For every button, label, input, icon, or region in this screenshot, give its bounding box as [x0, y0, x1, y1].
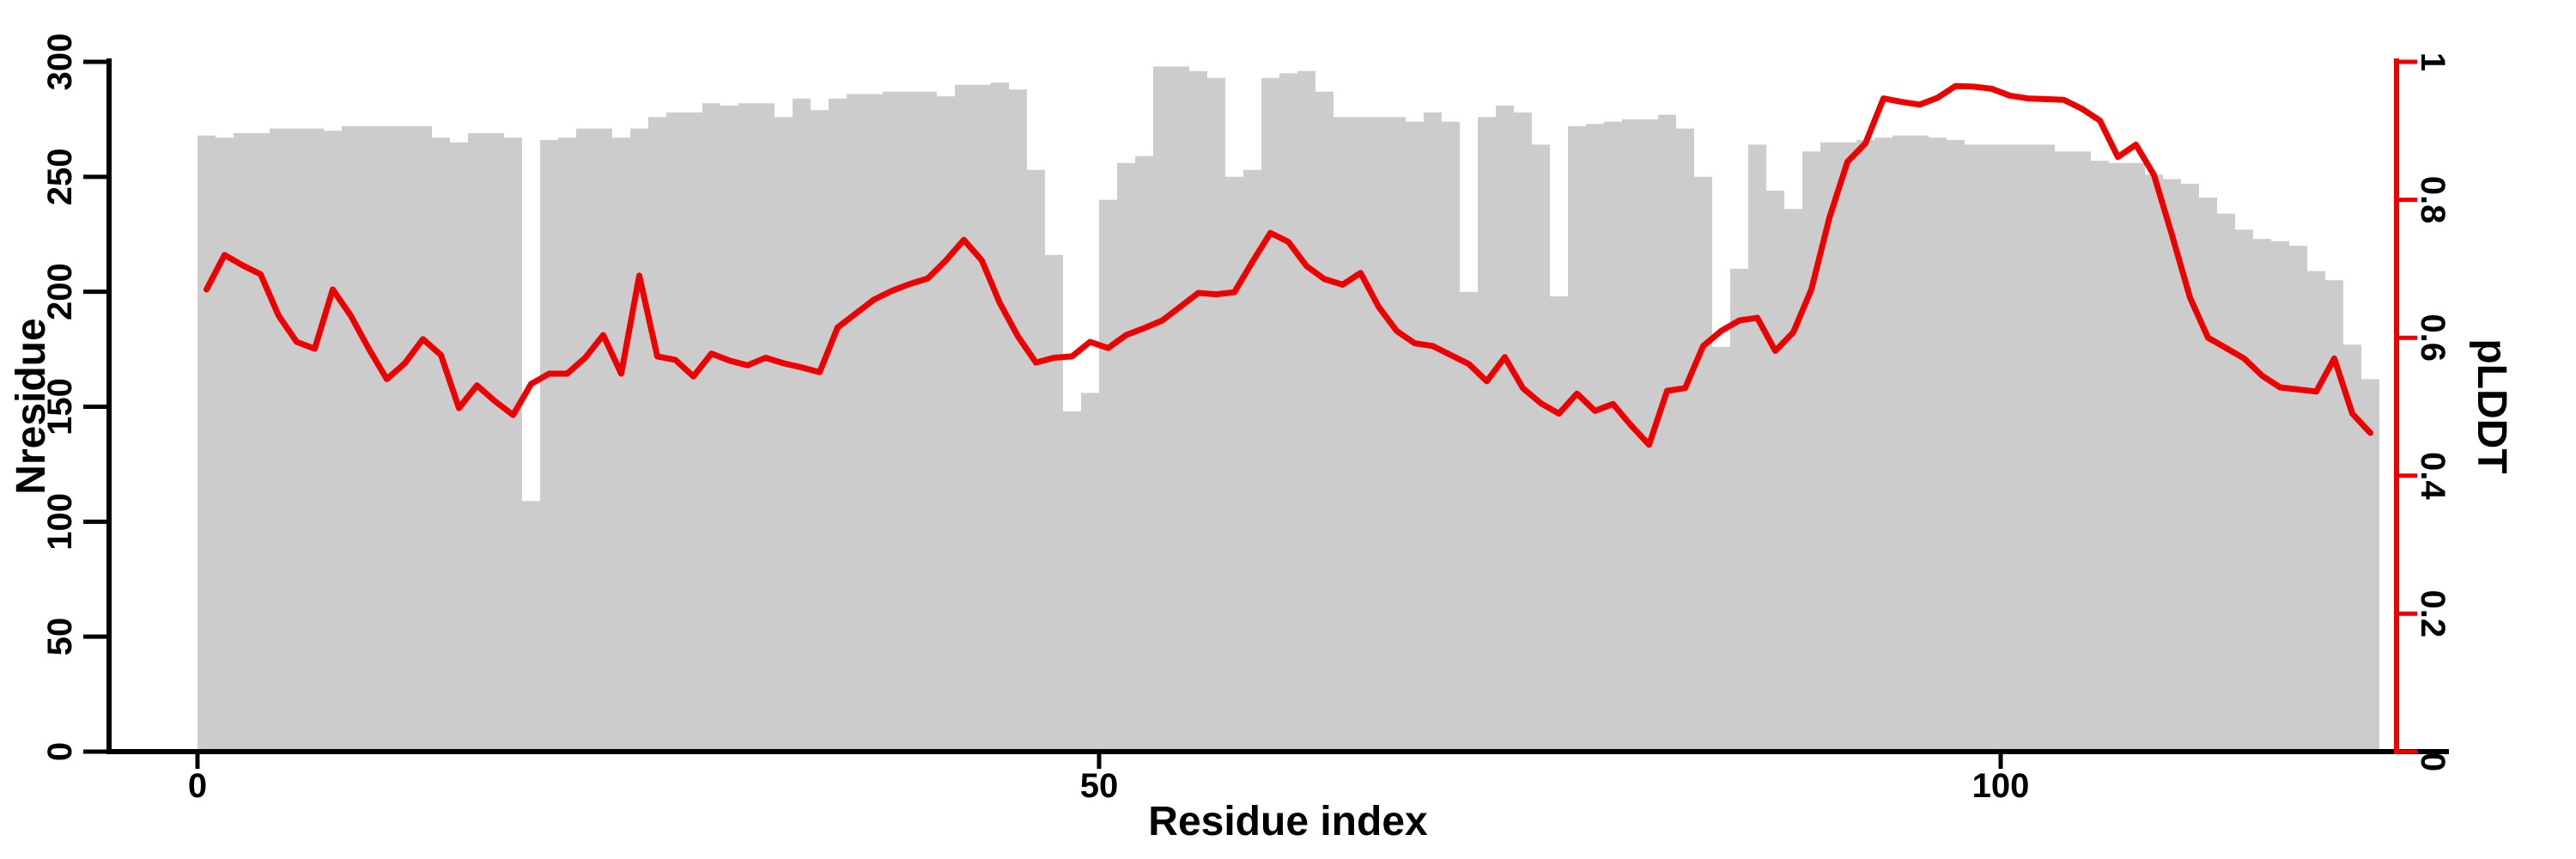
x-tick-label: 0	[188, 767, 207, 805]
y-left-tick-label: 150	[41, 378, 79, 436]
line-series-plddt	[204, 82, 2373, 448]
plddt-line	[204, 82, 2373, 448]
y-right-tick-label: 0.6	[2414, 314, 2451, 362]
y-right-tick-label: 0	[2414, 752, 2451, 771]
y-right-tick-label: 1	[2414, 52, 2451, 71]
axes: 0 50 100 0 50 100 150 200 250 300 0 0.2 0.4 0.6 0.8 1	[41, 34, 2451, 805]
y-right-tick-label: 0.4	[2414, 452, 2451, 500]
y-left-tick-label: 250	[41, 148, 79, 205]
y-right-tick-label: 0.2	[2414, 590, 2451, 638]
y-axis-title-left: Nresidue	[9, 318, 54, 494]
x-tick-label: 50	[1080, 767, 1119, 805]
y-right-tick-label: 0.8	[2414, 176, 2451, 224]
y-left-tick-label: 50	[41, 618, 79, 656]
y-left-tick-label: 300	[41, 34, 79, 91]
y-axis-title-right: pLDDT	[2469, 338, 2514, 473]
bar-series-nresidue	[197, 66, 2379, 752]
x-axis-title: Residue index	[1148, 799, 1428, 844]
y-left-tick-label: 100	[41, 493, 79, 551]
x-tick-label: 100	[1972, 767, 2030, 805]
y-left-tick-label: 0	[41, 742, 79, 761]
y-left-tick-label: 200	[41, 263, 79, 320]
nresidue-bars-path	[197, 66, 2379, 752]
